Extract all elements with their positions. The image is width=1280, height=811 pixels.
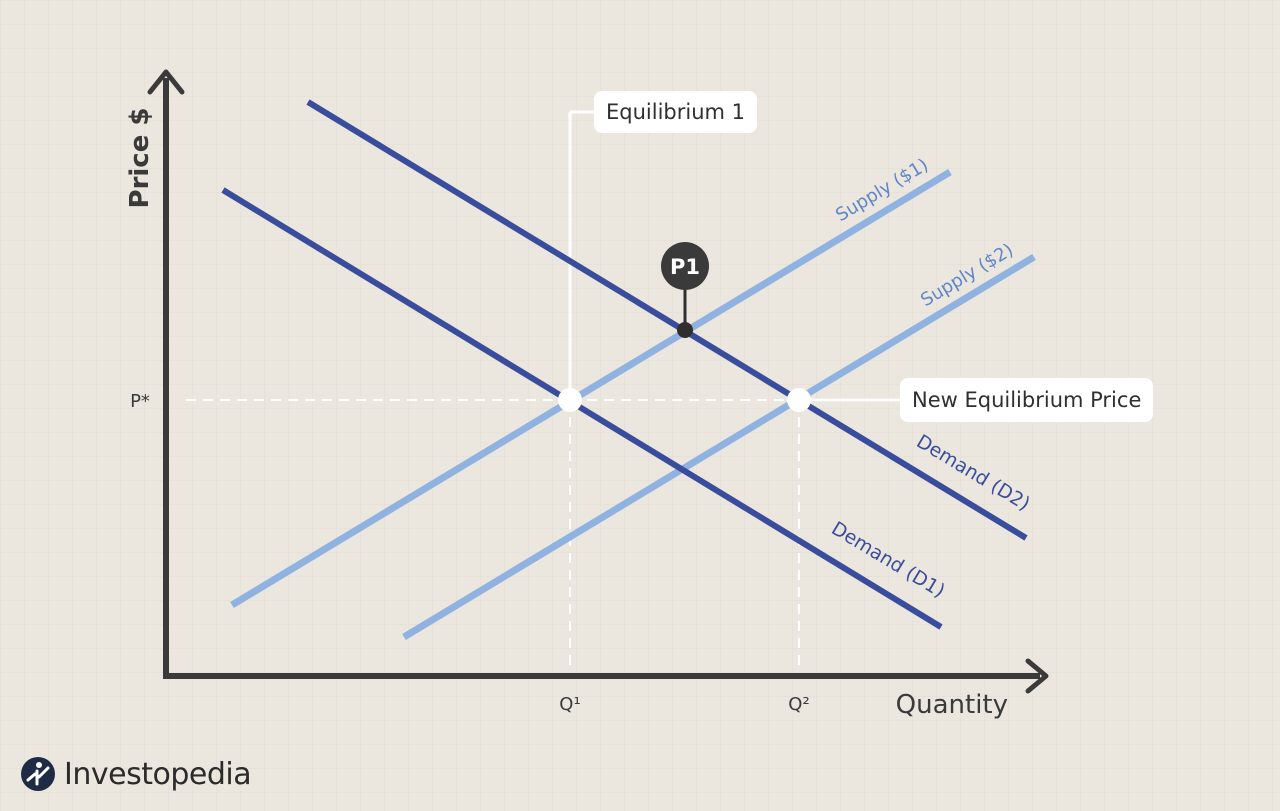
supply2-curve	[402, 254, 1036, 640]
equilibrium1-callout: Equilibrium 1	[594, 91, 758, 133]
p1-label: P1	[670, 255, 700, 279]
y-axis-arrowhead	[147, 69, 185, 95]
investopedia-logo: Investopedia	[20, 756, 252, 792]
y-axis-label: Price $	[125, 108, 155, 209]
q1-label: Q¹	[559, 694, 580, 715]
investopedia-logo-icon	[21, 757, 55, 791]
new-equilibrium-point	[787, 388, 811, 412]
p1-badge	[661, 242, 709, 290]
new-equilibrium-price-callout: New Equilibrium Price	[900, 378, 1154, 422]
brand-name: Investopedia	[64, 756, 252, 792]
x-axis-label: Quantity	[896, 690, 1008, 720]
demand2-curve	[306, 99, 1028, 541]
equilibrium1-point	[558, 388, 582, 412]
demand1-curve	[221, 187, 943, 630]
x-axis-arrowhead	[1025, 658, 1049, 694]
q2-label: Q²	[788, 694, 809, 715]
p-star-label: P*	[130, 391, 150, 412]
supply1-curve	[230, 169, 952, 608]
p1-point	[677, 322, 693, 338]
y-axis	[163, 78, 1040, 679]
